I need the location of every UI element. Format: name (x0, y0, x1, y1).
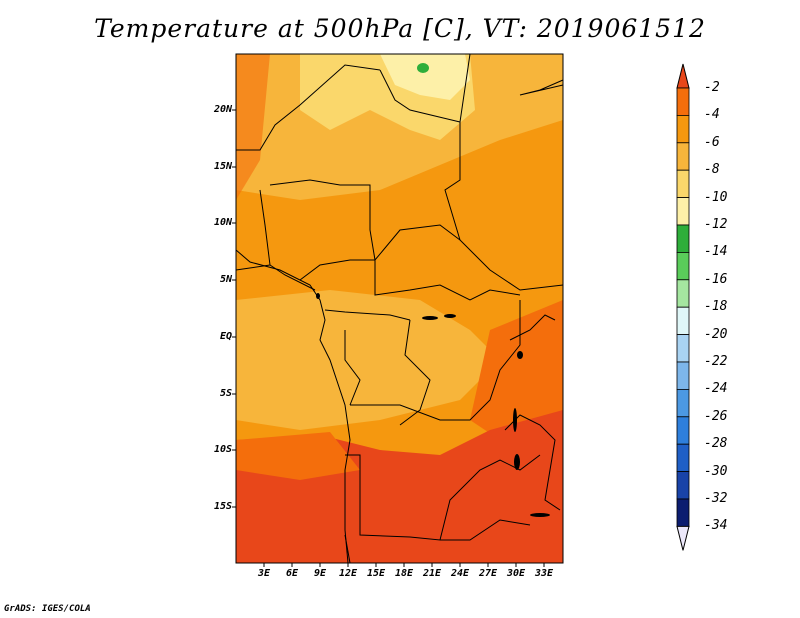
y-label-eq: EQ (219, 331, 232, 342)
colorbar-label: -8 (704, 162, 720, 178)
colorbar-swatch (676, 224, 690, 253)
y-label-15n: 15N (213, 161, 232, 172)
x-ticks (263, 563, 545, 567)
colorbar-label: -32 (704, 491, 728, 506)
colorbar-swatch (676, 388, 690, 418)
temperature-field (236, 54, 563, 563)
y-ticks (232, 109, 236, 508)
colorbar-label: -10 (704, 189, 728, 205)
y-label-5n: 5N (219, 274, 232, 285)
lakes (316, 293, 550, 517)
colorbar-swatch (676, 169, 690, 198)
x-label-12e: 12E (338, 568, 358, 579)
x-label-27e: 27E (478, 568, 498, 579)
x-label-30e: 30E (506, 568, 526, 579)
y-label-5s: 5S (219, 388, 232, 399)
east-dark-orange (470, 300, 563, 440)
x-label-15e: 15E (366, 568, 386, 579)
colorbar-top-arrow (676, 63, 690, 89)
equatorial-light-belt (236, 290, 500, 430)
map-title: Temperature at 500hPa [C], VT: 201906151… (94, 14, 706, 43)
colorbar-label: -30 (704, 463, 728, 479)
x-label-33e: 33E (534, 568, 554, 579)
colorbar-swatch (676, 334, 690, 363)
colorbar-label: -20 (704, 326, 728, 342)
colorbar-swatch (676, 306, 690, 336)
west-orange-strip (236, 54, 270, 200)
colorbar-swatch (676, 416, 690, 445)
y-label-10s: 10S (213, 444, 232, 455)
colorbar-label: -14 (704, 244, 728, 260)
colorbar-label: -28 (704, 436, 728, 452)
x-label-18e: 18E (394, 568, 414, 579)
x-label-24e: 24E (450, 568, 470, 579)
y-label-10n: 10N (213, 217, 232, 228)
x-label-9e: 9E (313, 568, 327, 579)
colorbar-swatch (676, 115, 690, 144)
colorbar-label: -4 (704, 107, 720, 123)
y-label-20n: 20N (213, 104, 232, 115)
colorbar-bottom-arrow (676, 525, 690, 551)
x-label-21e: 21E (422, 568, 442, 579)
colorbar-label: -2 (704, 80, 720, 95)
green-cold-spot (417, 63, 429, 73)
colorbar-swatch (676, 87, 690, 116)
x-label-6e: 6E (285, 568, 299, 579)
colorbar-label: -34 (704, 518, 728, 534)
colorbar-label: -26 (704, 408, 728, 424)
colorbar-label: -22 (704, 354, 728, 369)
colorbar-label: -18 (704, 299, 728, 315)
y-label-15s: 15S (213, 501, 232, 512)
colorbar-swatch (676, 251, 690, 281)
colorbar-swatch (676, 443, 690, 473)
map-frame (235, 53, 564, 564)
southern-dark-orange (236, 432, 360, 480)
colorbar-swatch (676, 471, 690, 500)
colorbar-swatch (676, 197, 690, 226)
grads-credit: GrADS: IGES/COLA (4, 604, 91, 614)
colorbar-swatch (676, 142, 690, 171)
colorbar-label: -24 (704, 381, 728, 397)
country-borders (235, 53, 564, 564)
colorbar-label: -12 (704, 217, 728, 232)
colorbar (676, 63, 690, 551)
colorbar-swatch (676, 279, 690, 308)
sahara-pale-region (380, 54, 470, 100)
colorbar-label: -16 (704, 271, 728, 287)
colorbar-swatch (676, 498, 690, 527)
x-label-3e: 3E (257, 568, 271, 579)
colorbar-label: -6 (704, 134, 720, 150)
colorbar-swatch (676, 361, 690, 390)
